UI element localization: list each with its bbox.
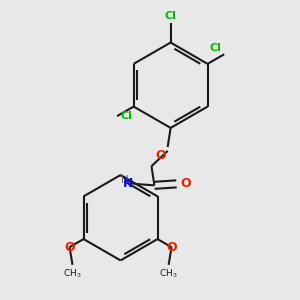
Text: Cl: Cl bbox=[120, 111, 132, 121]
Text: O: O bbox=[180, 177, 191, 190]
Text: Cl: Cl bbox=[165, 11, 176, 21]
Text: H: H bbox=[121, 175, 129, 185]
Text: Cl: Cl bbox=[209, 43, 221, 53]
Text: O: O bbox=[166, 241, 177, 254]
Text: N: N bbox=[122, 177, 133, 190]
Text: CH$_3$: CH$_3$ bbox=[159, 268, 178, 280]
Text: O: O bbox=[156, 148, 166, 161]
Text: CH$_3$: CH$_3$ bbox=[63, 268, 82, 280]
Text: O: O bbox=[64, 241, 75, 254]
